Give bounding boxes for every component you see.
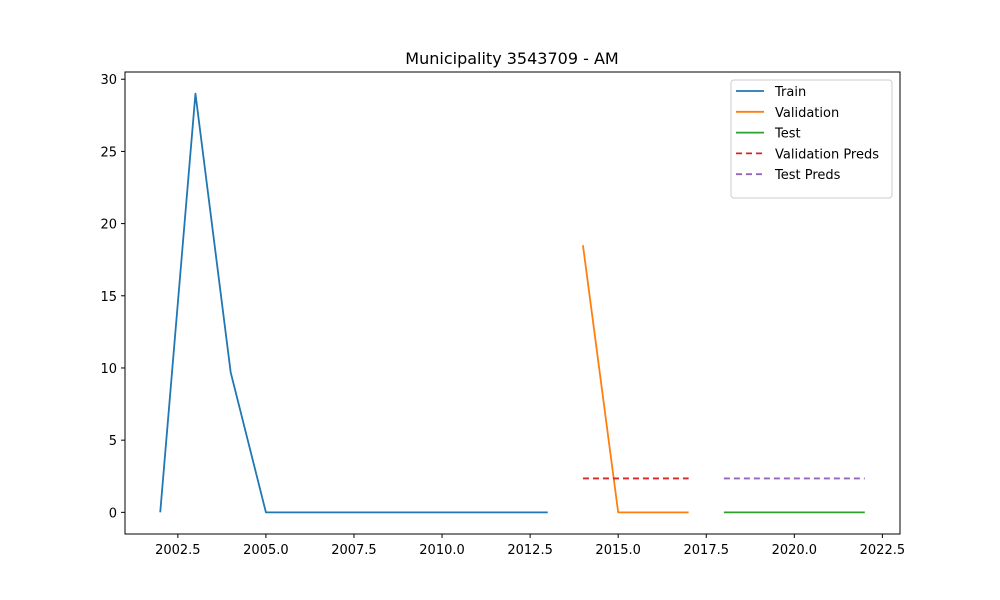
x-tick-label: 2012.5 — [507, 543, 553, 558]
y-tick-label: 10 — [100, 362, 117, 377]
legend-box — [730, 79, 893, 199]
legend-label: Validation Preds — [775, 147, 879, 162]
chart-title: Municipality 3543709 - AM — [405, 49, 618, 68]
x-tick-label: 2002.5 — [155, 543, 201, 558]
legend-label: Test — [774, 127, 801, 142]
series-line-1 — [582, 245, 689, 514]
x-tick-label: 2005.0 — [243, 543, 289, 558]
x-tick-label: 2007.5 — [331, 543, 377, 558]
y-tick-label: 5 — [109, 434, 117, 449]
x-tick-label: 2022.5 — [860, 543, 906, 558]
plot-area — [159, 92, 865, 514]
x-tick-label: 2020.0 — [772, 543, 818, 558]
axis-ticks: 2002.5 2005.0 2007.5 2010.0 2012.5 2015.0 2017… — [100, 73, 905, 558]
legend-label: Test Preds — [774, 168, 841, 183]
x-tick-label: 2015.0 — [595, 543, 641, 558]
y-tick-label: 15 — [100, 290, 117, 305]
legend: Train Validation Test Validation Preds Test … — [730, 79, 893, 199]
legend-label: Train — [774, 85, 806, 100]
y-tick-label: 25 — [100, 145, 117, 160]
x-tick-label: 2017.5 — [684, 543, 730, 558]
y-tick-label: 20 — [100, 218, 117, 233]
y-tick-label: 30 — [100, 73, 117, 88]
series-line-0 — [159, 92, 548, 514]
axes-frame — [124, 71, 901, 535]
y-tick-label: 0 — [109, 506, 117, 521]
x-tick-label: 2010.0 — [419, 543, 465, 558]
legend-label: Validation — [775, 106, 839, 121]
